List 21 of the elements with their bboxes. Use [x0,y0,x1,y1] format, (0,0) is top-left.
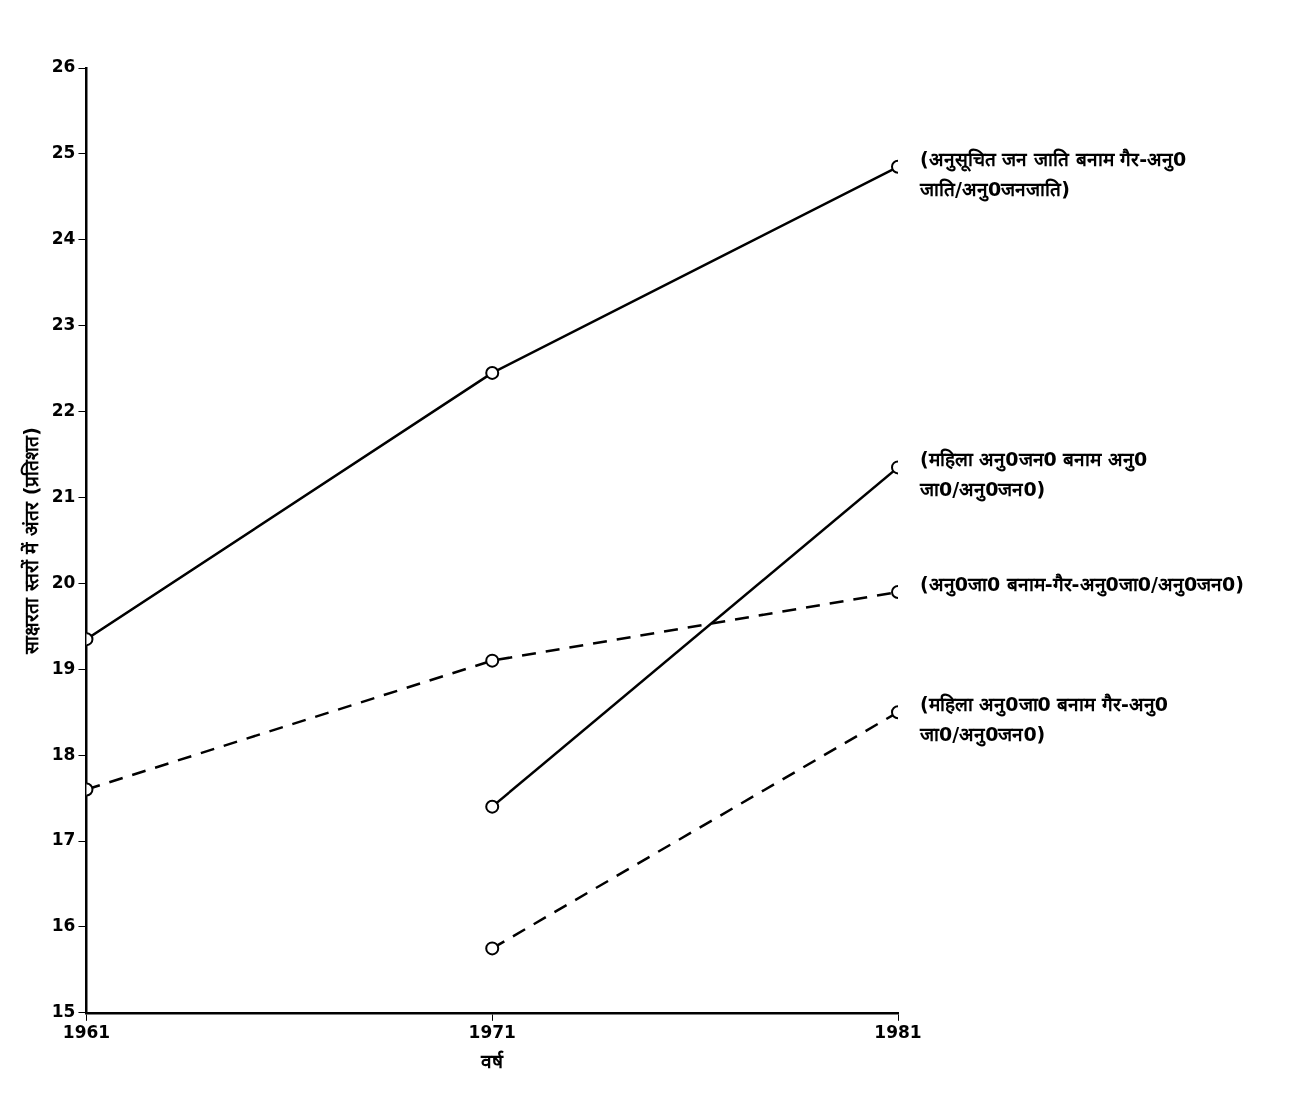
x-tick-label: 1971 [468,1022,516,1043]
y-tick-label: 23 [51,314,76,335]
y-tick-label: 25 [51,142,76,163]
y-tick-label: 26 [51,56,76,77]
y-axis-title: साक्षरता स्तरों में अंतर (प्रतिशत) [20,426,43,655]
y-tick-label: 16 [51,915,76,936]
y-tick-label: 24 [51,228,76,249]
y-tick-label: 15 [51,1001,76,1022]
x-tick-label: 1961 [62,1022,111,1043]
y-tick-label: 22 [51,399,76,420]
y-tick-label: 19 [51,657,76,678]
x-axis-title: वर्ष [480,1049,505,1072]
x-tick-label: 1981 [874,1022,922,1043]
y-tick-label: 17 [51,829,76,850]
y-tick-label: 20 [51,571,76,592]
series-label: (अनु0जा0 बनाम-गैर-अनु0जा0/अनु0जन0) [920,572,1245,597]
y-tick-label: 18 [51,743,76,764]
y-tick-label: 21 [51,485,76,506]
series-label: (अनुसूचित जन जाति बनाम गैर-अनु0 जाति/अनु0जनजाति) [919,147,1187,202]
series-label: (महिला अनु0जा0 बनाम गैर-अनु0 जा0/अनु0जन0) [919,693,1169,748]
series-label: (महिला अनु0जन0 बनाम अनु0 जा0/अनु0जन0) [919,448,1148,503]
